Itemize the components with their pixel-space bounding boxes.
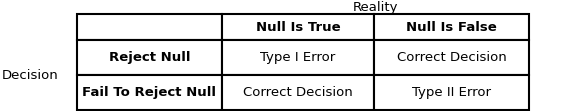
Text: Decision: Decision (2, 68, 59, 81)
Bar (77, 40, 222, 75)
Bar (222, 75, 374, 110)
Text: Fail To Reject Null: Fail To Reject Null (83, 86, 216, 99)
Text: Null Is True: Null Is True (255, 21, 340, 34)
Bar (222, 14, 374, 40)
Bar (77, 14, 222, 40)
Bar (374, 75, 529, 110)
Text: Null Is False: Null Is False (406, 21, 497, 34)
Text: Type II Error: Type II Error (412, 86, 491, 99)
Bar (77, 75, 222, 110)
Bar (374, 14, 529, 40)
Text: Correct Decision: Correct Decision (243, 86, 353, 99)
Text: Reality: Reality (353, 2, 398, 15)
Bar (222, 40, 374, 75)
Text: Correct Decision: Correct Decision (397, 51, 506, 64)
Bar (374, 40, 529, 75)
Text: Reject Null: Reject Null (109, 51, 190, 64)
Text: Type I Error: Type I Error (260, 51, 336, 64)
